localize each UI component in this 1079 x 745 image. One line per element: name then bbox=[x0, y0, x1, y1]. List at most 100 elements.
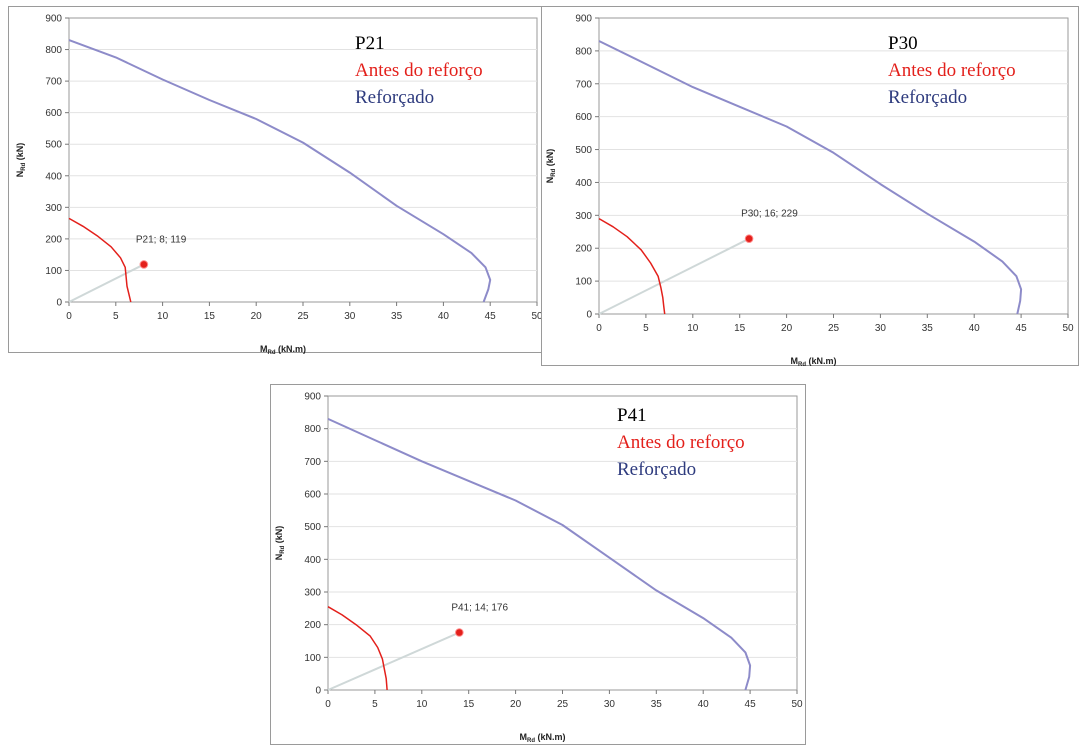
legend-title: P30 bbox=[888, 33, 918, 54]
y-axis-title: NRd (kN) bbox=[15, 143, 27, 178]
x-tick-label: 15 bbox=[204, 311, 216, 322]
load-ray bbox=[598, 237, 750, 315]
x-tick-label: 25 bbox=[297, 311, 309, 322]
y-tick-label: 400 bbox=[45, 171, 62, 182]
y-tick-label: 0 bbox=[586, 310, 592, 321]
x-axis-title-main: M bbox=[790, 356, 798, 366]
x-axis-title-sub: Rd bbox=[798, 362, 806, 368]
data-point bbox=[139, 260, 149, 269]
x-tick-label: 45 bbox=[485, 311, 497, 322]
x-tick-label: 40 bbox=[969, 323, 981, 334]
y-tick-label: 500 bbox=[304, 522, 321, 533]
legend-entry-before: Antes do reforço bbox=[888, 60, 1016, 81]
y-tick-label: 800 bbox=[575, 46, 592, 57]
y-tick-label: 100 bbox=[45, 266, 62, 277]
legend-entry-reinforced: Reforçado bbox=[888, 87, 967, 108]
x-axis-title-unit: (kN.m) bbox=[535, 732, 566, 742]
y-tick-label: 900 bbox=[45, 14, 62, 25]
x-tick-label: 35 bbox=[391, 311, 403, 322]
x-tick-label: 30 bbox=[344, 311, 356, 322]
x-tick-label: 0 bbox=[66, 311, 72, 322]
x-tick-label: 10 bbox=[416, 699, 428, 710]
y-tick-label: 100 bbox=[575, 277, 592, 288]
y-axis-title-main: N bbox=[545, 177, 555, 184]
x-tick-label: 5 bbox=[372, 699, 378, 710]
plot-area bbox=[598, 17, 1069, 315]
x-tick-label: 35 bbox=[651, 699, 663, 710]
y-axis-title: NRd (kN) bbox=[545, 149, 557, 184]
data-point bbox=[744, 234, 754, 243]
y-tick-label: 500 bbox=[575, 145, 592, 156]
x-tick-label: 40 bbox=[698, 699, 710, 710]
x-tick-label: 50 bbox=[1062, 323, 1074, 334]
x-tick-label: 0 bbox=[596, 323, 602, 334]
x-tick-label: 30 bbox=[875, 323, 887, 334]
y-tick-label: 400 bbox=[304, 555, 321, 566]
x-tick-label: 10 bbox=[687, 323, 699, 334]
plot-area bbox=[327, 395, 798, 691]
y-axis-title-sub: Rd bbox=[551, 168, 557, 176]
y-tick-label: 200 bbox=[45, 234, 62, 245]
x-axis-title-unit: (kN.m) bbox=[275, 344, 306, 354]
y-tick-label: 600 bbox=[304, 490, 321, 501]
y-tick-label: 800 bbox=[304, 424, 321, 435]
data-point-label: P30; 16; 229 bbox=[741, 209, 798, 220]
x-tick-label: 0 bbox=[325, 699, 331, 710]
load-ray bbox=[327, 631, 460, 691]
y-tick-label: 800 bbox=[45, 45, 62, 56]
x-tick-label: 5 bbox=[643, 323, 649, 334]
y-tick-label: 900 bbox=[575, 14, 592, 25]
data-point-label: P41; 14; 176 bbox=[451, 603, 508, 614]
load-ray bbox=[68, 263, 145, 303]
x-axis-title: MRd (kN.m) bbox=[790, 356, 836, 368]
y-tick-label: 200 bbox=[304, 620, 321, 631]
x-tick-label: 45 bbox=[1016, 323, 1028, 334]
y-tick-label: 400 bbox=[575, 178, 592, 189]
series-line-reinforced bbox=[68, 39, 492, 303]
x-tick-label: 20 bbox=[251, 311, 263, 322]
legend-entry-before: Antes do reforço bbox=[355, 60, 483, 81]
y-axis-title-unit: (kN) bbox=[15, 143, 25, 163]
x-tick-label: 50 bbox=[531, 311, 543, 322]
x-tick-label: 20 bbox=[781, 323, 793, 334]
x-tick-label: 50 bbox=[791, 699, 803, 710]
y-axis-title-unit: (kN) bbox=[274, 526, 284, 546]
y-tick-label: 0 bbox=[315, 686, 321, 697]
y-tick-label: 600 bbox=[45, 108, 62, 119]
series-line-before bbox=[327, 606, 388, 691]
chart-p21: 0 100 200 300 400 500 600 700 800 900 0 5 10 15 20 25 30… bbox=[8, 6, 545, 356]
x-axis-title: MRd (kN.m) bbox=[260, 344, 306, 356]
legend-title: P21 bbox=[355, 33, 385, 54]
y-axis-title-unit: (kN) bbox=[545, 149, 555, 169]
y-tick-label: 700 bbox=[45, 77, 62, 88]
x-tick-label: 25 bbox=[557, 699, 569, 710]
x-axis-title-sub: Rd bbox=[267, 350, 275, 356]
y-tick-label: 300 bbox=[575, 211, 592, 222]
x-tick-label: 30 bbox=[604, 699, 616, 710]
y-axis-title-sub: Rd bbox=[280, 545, 286, 553]
y-tick-label: 700 bbox=[304, 457, 321, 468]
series-line-before bbox=[598, 217, 666, 315]
x-tick-label: 25 bbox=[828, 323, 840, 334]
series-line-reinforced bbox=[598, 40, 1023, 315]
y-tick-label: 300 bbox=[304, 588, 321, 599]
y-tick-label: 700 bbox=[575, 79, 592, 90]
x-axis-title-main: M bbox=[519, 732, 527, 742]
x-tick-label: 20 bbox=[510, 699, 522, 710]
y-axis-title: NRd (kN) bbox=[274, 526, 286, 561]
x-tick-label: 15 bbox=[734, 323, 746, 334]
legend-title: P41 bbox=[617, 405, 647, 426]
y-axis-title-main: N bbox=[274, 554, 284, 561]
x-tick-label: 45 bbox=[745, 699, 757, 710]
x-tick-label: 35 bbox=[922, 323, 934, 334]
y-tick-label: 600 bbox=[575, 112, 592, 123]
plot-area bbox=[68, 17, 538, 303]
legend-entry-reinforced: Reforçado bbox=[355, 87, 434, 108]
chart-p41: 0 100 200 300 400 500 600 700 800 900 0 5 10 15 20 25 30… bbox=[270, 384, 806, 745]
x-axis-title-main: M bbox=[260, 344, 268, 354]
data-point-label: P21; 8; 119 bbox=[136, 234, 187, 245]
x-axis-title: MRd (kN.m) bbox=[519, 732, 565, 744]
y-tick-label: 0 bbox=[56, 298, 62, 309]
chart-p30: 0 100 200 300 400 500 600 700 800 900 0 5 10 15 20 25 30… bbox=[541, 6, 1079, 368]
